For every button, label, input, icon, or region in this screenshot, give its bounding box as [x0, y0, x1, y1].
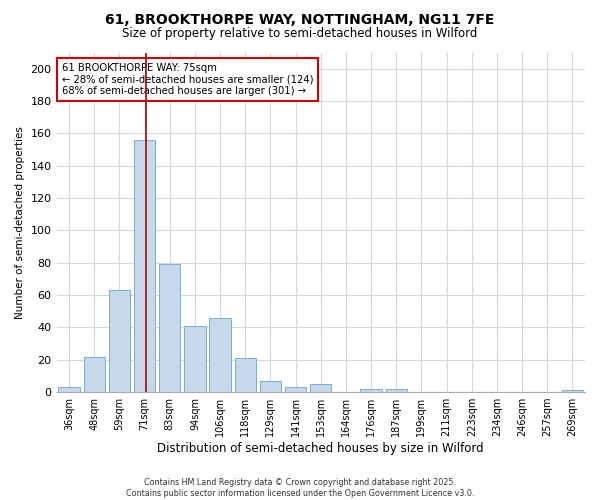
Bar — [386, 389, 407, 392]
Text: 61, BROOKTHORPE WAY, NOTTINGHAM, NG11 7FE: 61, BROOKTHORPE WAY, NOTTINGHAM, NG11 7F… — [106, 12, 494, 26]
Text: Contains HM Land Registry data © Crown copyright and database right 2025.
Contai: Contains HM Land Registry data © Crown c… — [126, 478, 474, 498]
Y-axis label: Number of semi-detached properties: Number of semi-detached properties — [15, 126, 25, 318]
Bar — [159, 264, 181, 392]
Bar — [361, 389, 382, 392]
Bar — [58, 387, 80, 392]
Bar — [134, 140, 155, 392]
X-axis label: Distribution of semi-detached houses by size in Wilford: Distribution of semi-detached houses by … — [157, 442, 484, 455]
Bar — [184, 326, 206, 392]
Text: 61 BROOKTHORPE WAY: 75sqm
← 28% of semi-detached houses are smaller (124)
68% of: 61 BROOKTHORPE WAY: 75sqm ← 28% of semi-… — [62, 62, 313, 96]
Bar — [209, 318, 231, 392]
Bar — [562, 390, 583, 392]
Bar — [83, 356, 105, 392]
Text: Size of property relative to semi-detached houses in Wilford: Size of property relative to semi-detach… — [122, 28, 478, 40]
Bar — [109, 290, 130, 392]
Bar — [235, 358, 256, 392]
Bar — [285, 387, 307, 392]
Bar — [260, 381, 281, 392]
Bar — [310, 384, 331, 392]
